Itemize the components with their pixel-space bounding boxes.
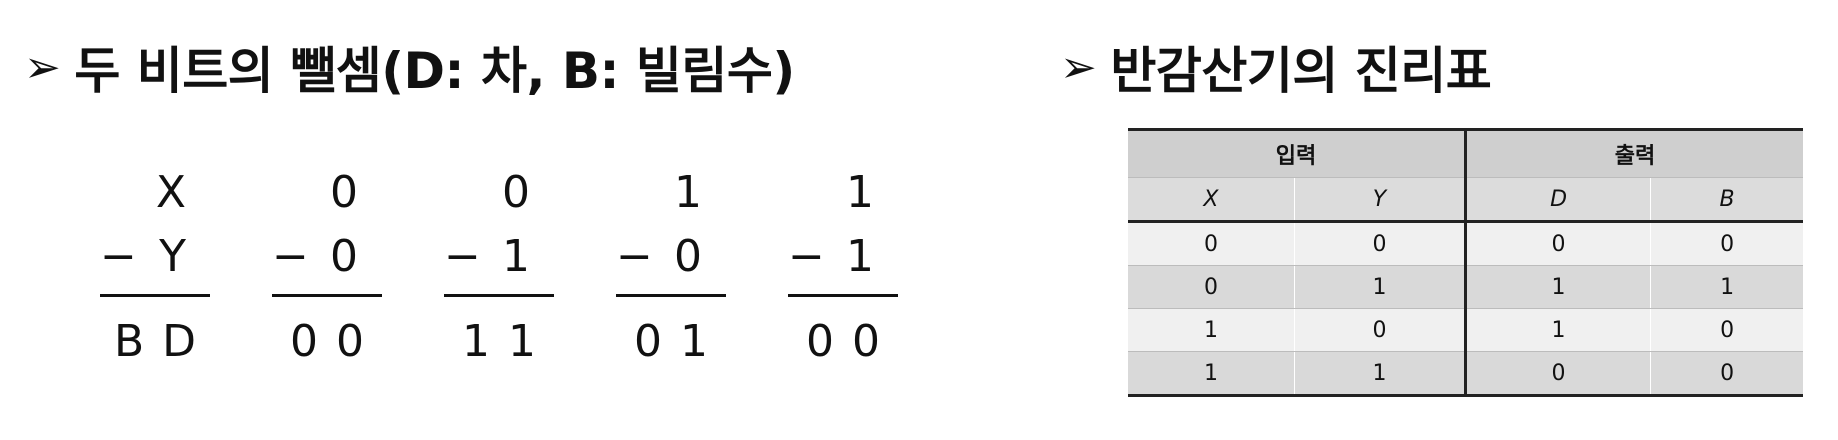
table-row: 1 1 0 0 [1128,351,1803,396]
cell-d: 0 [1463,221,1651,266]
subtraction-heading: ➢ 두 비트의 뺄셈(D: 차, B: 빌림수) [24,22,795,112]
difference-digit: 0 [336,315,364,367]
table-row: 0 0 0 0 [1128,221,1803,266]
minuend: 1 [674,166,702,218]
cell-d: 1 [1463,308,1651,352]
cell-x: 0 [1128,221,1295,266]
cell-y: 1 [1293,265,1466,309]
cell-y: 0 [1293,221,1466,266]
cell-y: 1 [1293,351,1466,396]
var-d-header: D [1463,177,1651,223]
minuend: 0 [502,166,530,218]
subtrahend: 1 [846,230,874,282]
result-rule [100,294,210,297]
subtraction-heading-text: 두 비트의 뺄셈(D: 차, B: 빌림수) [74,42,795,100]
borrow-digit: 1 [462,315,490,367]
minuend: 0 [330,166,358,218]
borrow-digit: B [113,315,145,367]
cell-b: 1 [1650,265,1803,309]
var-y-header: Y [1293,177,1466,223]
group-header-row: 입력 출력 [1128,129,1803,178]
difference-digit: 0 [852,315,880,367]
truth-table-heading-text: 반감산기의 진리표 [1110,42,1492,100]
cell-b: 0 [1650,351,1803,396]
minus-sign: − [616,230,653,282]
minus-sign: − [272,230,309,282]
half-subtractor-truth-table: 입력 출력 X Y D B 0 0 0 0 0 1 1 1 1 0 1 0 1 … [1128,128,1803,397]
borrow-digit: 0 [290,315,318,367]
var-x-header: X [1128,177,1295,223]
difference-digit: D [162,315,197,367]
arrowhead-bullet-icon: ➢ [24,41,61,93]
truth-table-heading: ➢ 반감산기의 진리표 [1060,22,1492,112]
input-group-header: 입력 [1128,129,1466,178]
cell-b: 0 [1650,221,1803,266]
var-b-header: B [1650,177,1803,223]
minus-sign: − [444,230,481,282]
table-row: 1 0 1 0 [1128,308,1803,352]
cell-y: 0 [1293,308,1466,352]
cell-x: 0 [1128,265,1295,309]
cell-b: 0 [1650,308,1803,352]
result-rule [444,294,554,297]
cell-d: 0 [1463,351,1651,396]
difference-digit: 1 [508,315,536,367]
cell-x: 1 [1128,308,1295,352]
variable-header-row: X Y D B [1128,177,1803,223]
table-row: 0 1 1 1 [1128,265,1803,309]
subtrahend: Y [159,230,186,282]
subtrahend: 1 [502,230,530,282]
borrow-digit: 0 [634,315,662,367]
borrow-digit: 0 [806,315,834,367]
arrowhead-bullet-icon: ➢ [1060,41,1097,93]
result-rule [272,294,382,297]
cell-d: 1 [1463,265,1651,309]
result-rule [788,294,898,297]
subtrahend: 0 [674,230,702,282]
minus-sign: − [100,230,137,282]
output-group-header: 출력 [1463,129,1803,178]
cell-x: 1 [1128,351,1295,396]
minus-sign: − [788,230,825,282]
minuend: X [155,166,186,218]
result-rule [616,294,726,297]
difference-digit: 1 [680,315,708,367]
minuend: 1 [846,166,874,218]
subtrahend: 0 [330,230,358,282]
